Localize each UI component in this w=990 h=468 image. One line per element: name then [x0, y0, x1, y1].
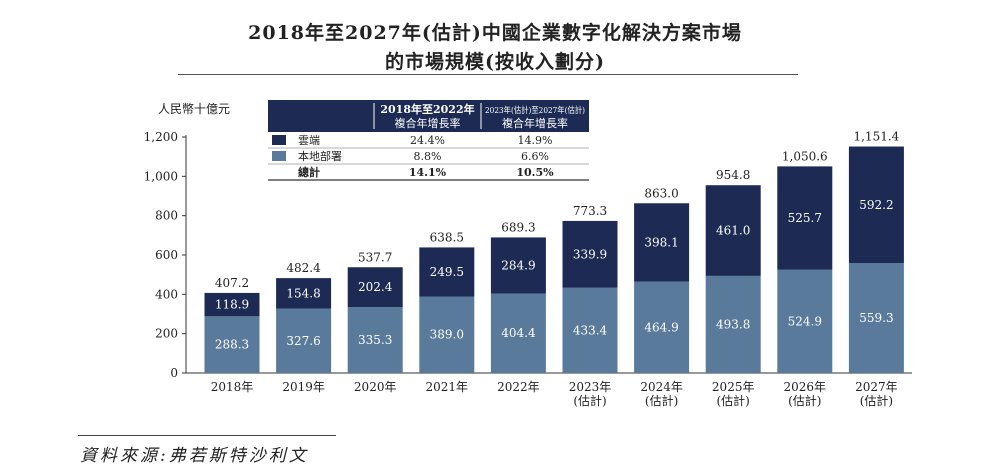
bar-onprem [347, 307, 403, 373]
onprem-value-label: 433.4 [573, 323, 608, 337]
bar-onprem [848, 263, 904, 373]
x-tick-label: 2019年 [282, 380, 325, 394]
total-value-label: 689.3 [501, 220, 535, 234]
source-rule [78, 435, 336, 436]
onprem-value-label: 327.6 [286, 334, 320, 348]
x-tick-label: (估計) [860, 393, 893, 408]
bar-cloud [705, 185, 761, 276]
cloud-value-label: 461.0 [716, 224, 750, 238]
x-tick-label: 2027年 [855, 380, 898, 394]
y-tick-label: 600 [155, 248, 178, 262]
bar-onprem [705, 275, 761, 373]
total-value-label: 863.0 [644, 186, 678, 200]
cloud-value-label: 118.9 [215, 298, 249, 312]
onprem-value-label: 335.3 [358, 333, 392, 347]
onprem-value-label: 493.8 [716, 317, 750, 331]
x-tick-label: 2023年 [569, 380, 612, 394]
x-tick-label: 2025年 [712, 380, 755, 394]
cagr-value-2023-2027: 10.5% [516, 166, 554, 179]
total-value-label: 954.8 [716, 168, 750, 182]
total-value-label: 638.5 [430, 230, 464, 244]
cagr-header-col1-line2: 複合年增長率 [395, 116, 461, 130]
onprem-value-label: 288.3 [215, 338, 249, 352]
x-tick-label: 2018年 [211, 380, 254, 394]
cagr-value-2023-2027: 6.6% [521, 150, 549, 163]
bar-cloud [777, 166, 833, 270]
cagr-value-2018-2022: 14.1% [409, 166, 447, 179]
bar-cloud [347, 267, 403, 308]
bar-cloud [419, 247, 475, 297]
y-tick-label: 800 [155, 209, 178, 223]
total-value-label: 482.4 [286, 261, 321, 275]
x-tick-label: 2020年 [354, 380, 397, 394]
bar-cloud [276, 278, 332, 309]
stacked-bar-chart: 人民幣十億元 0 200 400 600 800 1,000 1,200 288.3 118.9 4… [144, 100, 912, 408]
cagr-value-2018-2022: 8.8% [414, 150, 442, 163]
y-tick-label: 0 [170, 366, 178, 380]
cloud-value-label: 592.2 [859, 198, 893, 212]
bar-cloud [848, 146, 904, 264]
cagr-value-2018-2022: 24.4% [410, 134, 445, 147]
bar-cloud [490, 237, 546, 294]
onprem-value-label: 389.0 [430, 328, 464, 342]
total-value-label: 1,151.4 [853, 130, 899, 144]
cloud-value-label: 284.9 [501, 258, 535, 272]
bar-onprem [276, 308, 332, 373]
y-tick-label: 200 [155, 327, 178, 341]
cagr-value-2023-2027: 14.9% [518, 134, 553, 147]
x-tick-label: (估計) [573, 393, 606, 408]
total-value-label: 1,050.6 [782, 149, 828, 163]
chart-title-line-2: 的市場規模(按收入劃分) [385, 51, 605, 73]
bar-cloud [562, 220, 618, 288]
total-value-label: 407.2 [215, 276, 249, 290]
title-underline [178, 74, 798, 75]
chart-title-line-1: 2018年至2027年(估計)中國企業數字化解決方案市場 [248, 22, 742, 44]
x-tick-label: 2021年 [426, 380, 469, 394]
x-tick-label: 2022年 [497, 380, 540, 394]
x-tick-label: (估計) [717, 393, 750, 408]
bar-onprem [419, 296, 475, 373]
cagr-table-header [268, 100, 589, 132]
legend-swatch [272, 151, 286, 161]
source-note: 資料來源:弗若斯特沙利文 [80, 446, 309, 466]
bar-onprem [490, 293, 546, 373]
y-axis-label: 人民幣十億元 [158, 102, 230, 116]
cloud-value-label: 398.1 [644, 235, 678, 249]
legend-label: 本地部署 [298, 149, 342, 163]
y-tick-label: 1,000 [144, 169, 178, 183]
y-tick-label: 400 [155, 287, 178, 301]
legend-label: 總計 [298, 165, 320, 179]
bar-onprem [634, 281, 690, 373]
onprem-value-label: 404.4 [501, 326, 536, 340]
cloud-value-label: 339.9 [573, 247, 607, 261]
x-tick-label: 2026年 [784, 380, 827, 394]
onprem-value-label: 464.9 [644, 320, 678, 334]
cagr-header-col2-line1: 2023年(估計)至2027年(估計) [485, 105, 585, 116]
bar-onprem [204, 316, 260, 373]
bar-cloud [204, 292, 260, 317]
x-tick-label: (估計) [645, 393, 678, 408]
cloud-value-label: 154.8 [286, 286, 320, 300]
x-tick-label: 2024年 [640, 380, 683, 394]
y-tick-label: 1,200 [144, 130, 178, 144]
bar-cloud [634, 203, 690, 282]
cagr-header-col2-line2: 複合年增長率 [502, 116, 568, 130]
total-value-label: 773.3 [573, 204, 607, 218]
cagr-header-col1-line1: 2018年至2022年 [380, 102, 474, 116]
onprem-value-label: 559.3 [859, 311, 893, 325]
legend-label: 雲端 [298, 134, 320, 147]
bar-onprem [562, 287, 618, 373]
onprem-value-label: 524.9 [788, 314, 822, 328]
cloud-value-label: 249.5 [430, 265, 464, 279]
legend-swatch [272, 135, 286, 145]
bar-onprem [777, 269, 833, 373]
cloud-value-label: 525.7 [788, 211, 822, 225]
x-tick-label: (估計) [788, 393, 821, 408]
cloud-value-label: 202.4 [358, 280, 393, 294]
total-value-label: 537.7 [358, 250, 392, 264]
